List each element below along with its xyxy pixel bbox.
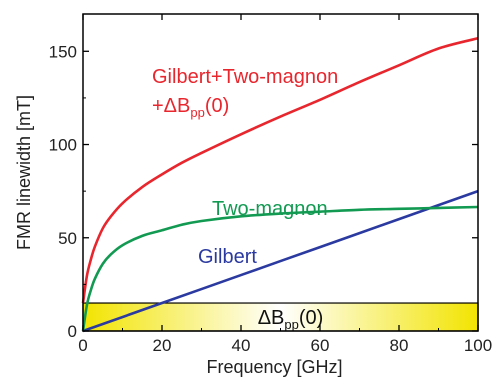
y-tick-label: 150 — [49, 42, 77, 61]
series-line-0 — [82, 189, 479, 333]
red-curve-label-line2: +ΔBpp(0) — [152, 95, 229, 120]
red-curve-label-line1: Gilbert+Two-magnon — [152, 66, 338, 88]
y-tick-label: 0 — [68, 322, 77, 341]
y-tick-label: 50 — [58, 229, 77, 248]
y-axis-label: FMR linewidth [mT] — [14, 95, 34, 250]
x-tick-label: 40 — [232, 336, 251, 355]
series-line-2 — [81, 36, 479, 304]
x-tick-label: 80 — [390, 336, 409, 355]
plot-frame — [82, 13, 479, 332]
blue-curve-label: Gilbert — [198, 246, 257, 268]
x-tick-label: 100 — [464, 336, 492, 355]
green-curve-label: Two-magnon — [212, 198, 328, 220]
y-tick-label: 100 — [49, 136, 77, 155]
x-axis-label: Frequency [GHz] — [206, 357, 342, 377]
x-tick-label: 20 — [153, 336, 172, 355]
x-tick-label: 60 — [311, 336, 330, 355]
baseline-linewidth-band-label: ΔBpp(0) — [258, 307, 324, 332]
series-layer — [81, 36, 479, 333]
series-line-1 — [81, 205, 479, 332]
tick-layer: 0 20 40 60 80 100 0 50 100 150 — [49, 14, 492, 355]
x-tick-label: 0 — [78, 336, 87, 355]
